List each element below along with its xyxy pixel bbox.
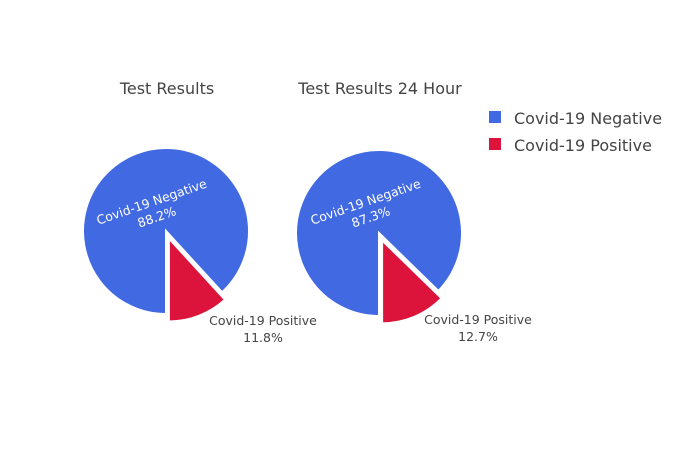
legend-label-positive[interactable]: Covid-19 Positive (514, 136, 652, 155)
legend-swatch-positive[interactable] (489, 138, 501, 150)
pie-chart-test-results-24-hour: Covid-19 Negative87.3%Covid-19 Positive 1… (295, 149, 532, 344)
pie-slice-negative[interactable] (295, 149, 463, 318)
chart-title-1: Test Results (119, 79, 214, 98)
pie-slice-positive[interactable] (381, 238, 443, 325)
chart-title-2: Test Results 24 Hour (297, 79, 462, 98)
slice-label-positive: Covid-19 Positive 11.8% (209, 313, 317, 345)
legend-label-negative[interactable]: Covid-19 Negative (514, 109, 662, 128)
legend-swatch-negative[interactable] (489, 111, 501, 123)
pie-slice-negative[interactable] (82, 147, 250, 316)
pie-chart-test-results: Covid-19 Negative88.2%Covid-19 Positive 1… (82, 147, 317, 345)
pie-slice-positive[interactable] (167, 235, 227, 323)
legend: Covid-19 Negative Covid-19 Positive (489, 109, 662, 155)
slice-label-positive: Covid-19 Positive 12.7% (424, 312, 532, 344)
